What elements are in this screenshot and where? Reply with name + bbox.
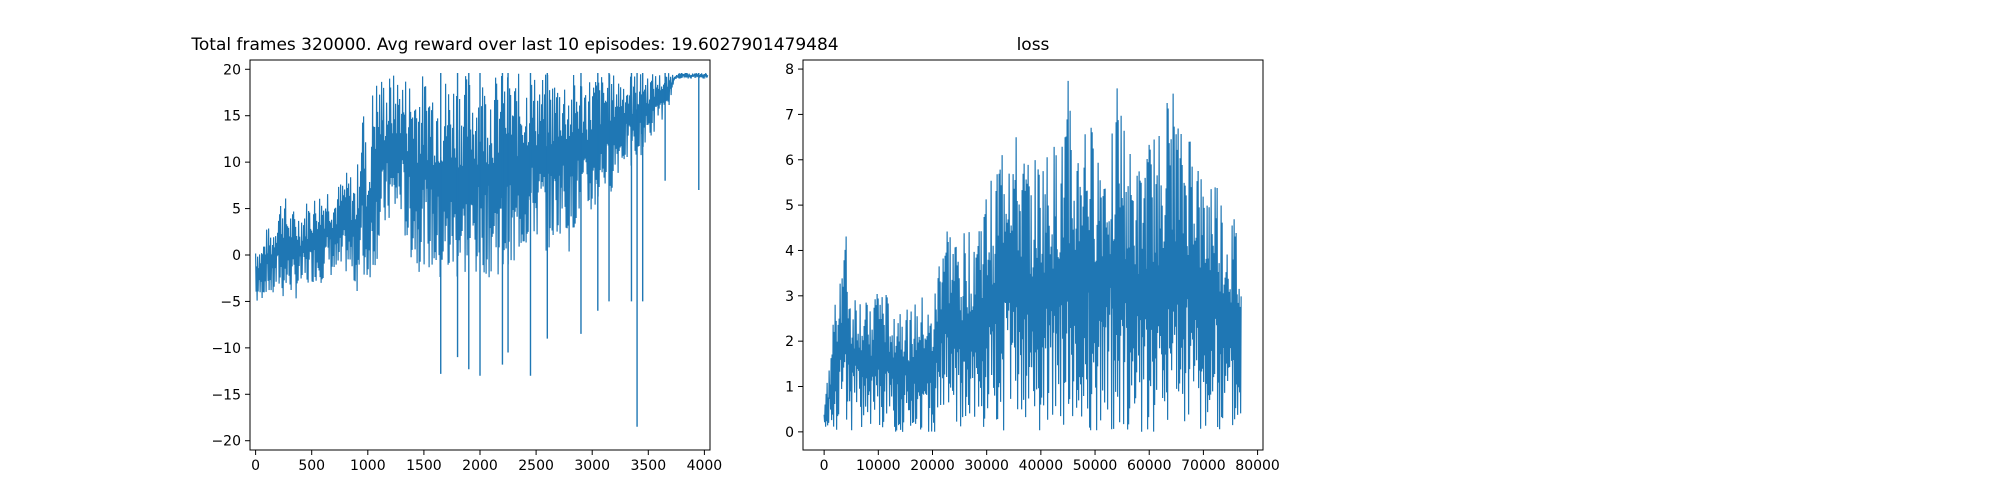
- reward-plot-area: [255, 72, 709, 427]
- reward-x-tick-label: 2000: [462, 458, 498, 474]
- reward-y-tick-label: −15: [211, 387, 241, 403]
- loss-x-tick-label: 50000: [1073, 458, 1118, 474]
- loss-axes-frame: [802, 59, 1264, 451]
- loss-chart: loss 0 10000 20000 30000 40000 50000 60000 7000…: [785, 35, 1280, 474]
- loss-x-tick-label: 80000: [1235, 458, 1280, 474]
- loss-y-tick-label: 1: [785, 380, 794, 396]
- loss-y-tick-label: 0: [785, 425, 794, 441]
- reward-y-tick-label: 15: [223, 109, 241, 125]
- reward-x-tick-label: 3000: [574, 458, 610, 474]
- loss-y-tick-label: 4: [785, 243, 794, 259]
- reward-y-tick-label: 0: [232, 248, 241, 264]
- reward-y-tick-label: 20: [223, 62, 241, 78]
- reward-x-axis: 0 500 1000 1500 2000 2500 3000 3500 4000: [251, 450, 722, 474]
- reward-chart-title: Total frames 320000. Avg reward over las…: [190, 35, 838, 55]
- reward-y-tick-label: 10: [223, 155, 241, 171]
- loss-y-tick-label: 2: [785, 334, 794, 350]
- reward-y-tick-label: 5: [232, 202, 241, 218]
- loss-y-tick-label: 5: [785, 198, 794, 214]
- loss-y-tick-label: 7: [785, 107, 794, 123]
- reward-axes-frame: [249, 59, 711, 451]
- loss-x-tick-label: 70000: [1181, 458, 1226, 474]
- reward-x-tick-label: 1500: [406, 458, 442, 474]
- reward-y-tick-label: −5: [220, 294, 241, 310]
- loss-x-tick-label: 20000: [910, 458, 955, 474]
- reward-series-line: [255, 72, 709, 301]
- loss-series-line: [823, 80, 1242, 432]
- loss-plot-area: [823, 80, 1242, 432]
- reward-x-tick-label: 2500: [518, 458, 554, 474]
- reward-y-tick-label: −10: [211, 341, 241, 357]
- loss-x-tick-label: 60000: [1127, 458, 1172, 474]
- reward-x-tick-label: 1000: [350, 458, 386, 474]
- loss-y-tick-label: 3: [785, 289, 794, 305]
- loss-x-tick-label: 40000: [1019, 458, 1064, 474]
- loss-x-tick-label: 0: [820, 458, 829, 474]
- reward-y-tick-label: −20: [211, 434, 241, 450]
- reward-x-tick-label: 4000: [687, 458, 723, 474]
- reward-x-tick-label: 3500: [630, 458, 666, 474]
- loss-x-axis: 0 10000 20000 30000 40000 50000 60000 70000 8000…: [820, 450, 1280, 474]
- reward-chart: Total frames 320000. Avg reward over las…: [190, 35, 838, 474]
- loss-y-tick-label: 6: [785, 153, 794, 169]
- loss-chart-title: loss: [1017, 35, 1050, 55]
- reward-y-axis: −20 −15 −10 −5 0 5 10 15 20: [211, 62, 250, 450]
- loss-y-axis: 0 1 2 3 4 5 6 7 8: [785, 62, 803, 441]
- loss-x-tick-label: 10000: [856, 458, 901, 474]
- reward-x-tick-label: 0: [251, 458, 260, 474]
- reward-x-tick-label: 500: [298, 458, 325, 474]
- loss-y-tick-label: 8: [785, 62, 794, 78]
- loss-x-tick-label: 30000: [964, 458, 1009, 474]
